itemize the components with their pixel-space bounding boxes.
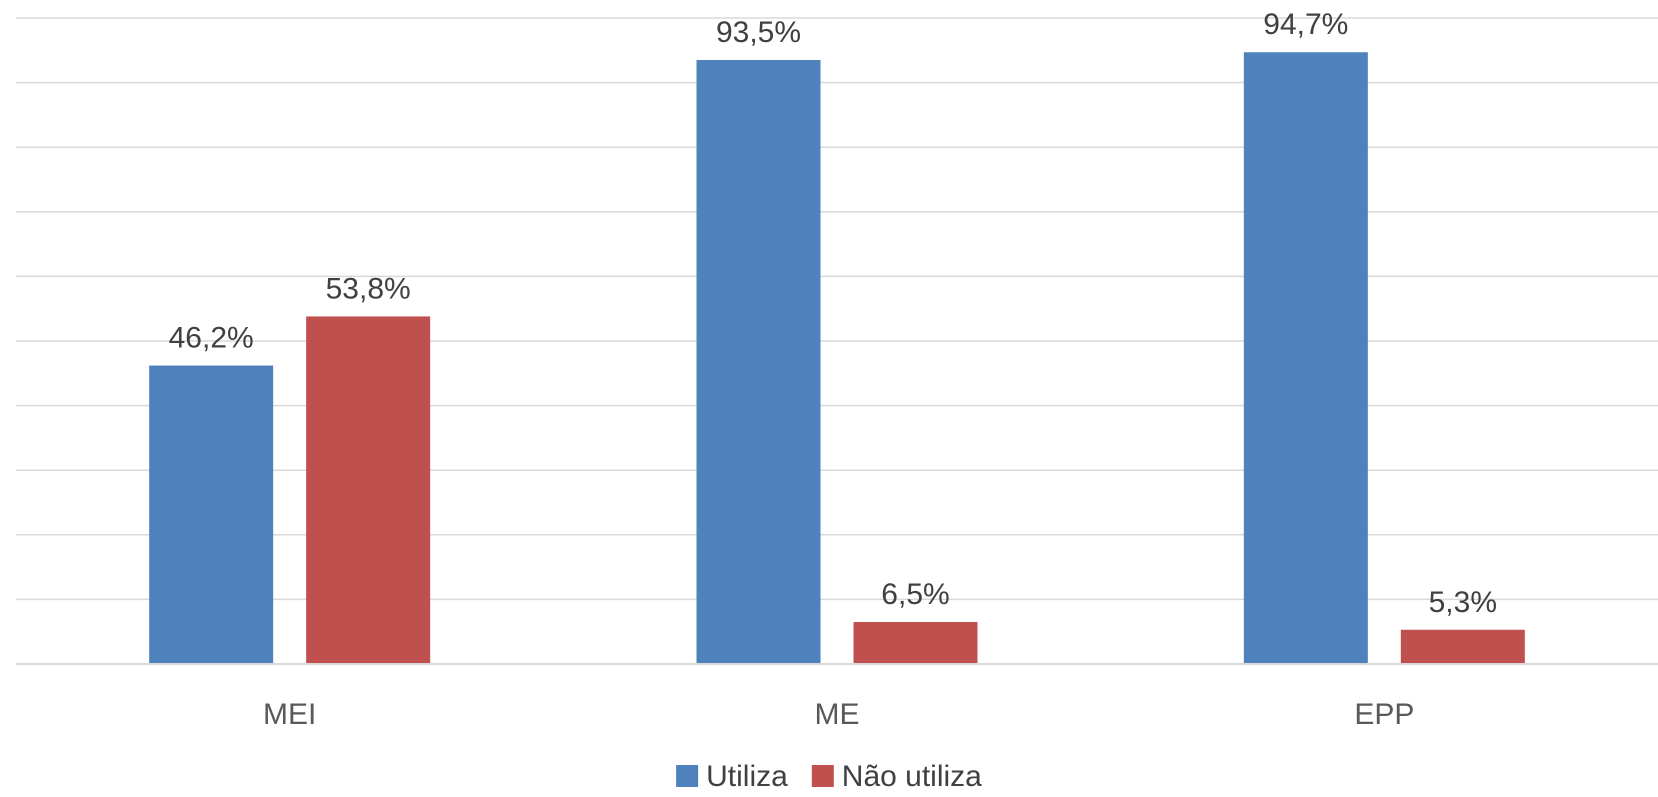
legend-label: Utiliza <box>706 760 788 793</box>
legend: Utiliza Não utiliza <box>676 760 982 793</box>
legend-label: Não utiliza <box>842 760 982 793</box>
data-label: 53,8% <box>326 272 411 305</box>
bar-me-nao-utiliza <box>853 622 978 664</box>
x-tick-label: MEI <box>263 698 316 731</box>
gridlines <box>16 17 1658 601</box>
bar-epp-nao-utiliza <box>1400 629 1525 664</box>
legend-swatch <box>676 765 699 787</box>
x-axis-ticks: MEI ME EPP <box>263 698 1414 731</box>
data-label: 5,3% <box>1429 586 1497 619</box>
data-labels: 46,2% 53,8% 93,5% 6,5% 94,7% 5,3% <box>169 8 1497 619</box>
data-label: 93,5% <box>716 16 801 49</box>
bars <box>149 52 1525 665</box>
bar-me-utiliza <box>696 59 821 665</box>
x-tick-label: EPP <box>1354 698 1414 731</box>
bar-mei-utiliza <box>149 365 274 664</box>
x-tick-label: ME <box>815 698 860 731</box>
bar-mei-nao-utiliza <box>306 316 431 664</box>
data-label: 46,2% <box>169 322 254 355</box>
bar-epp-utiliza <box>1243 52 1368 665</box>
data-label: 6,5% <box>881 578 949 611</box>
data-label: 94,7% <box>1263 8 1348 41</box>
legend-swatch <box>811 765 834 787</box>
